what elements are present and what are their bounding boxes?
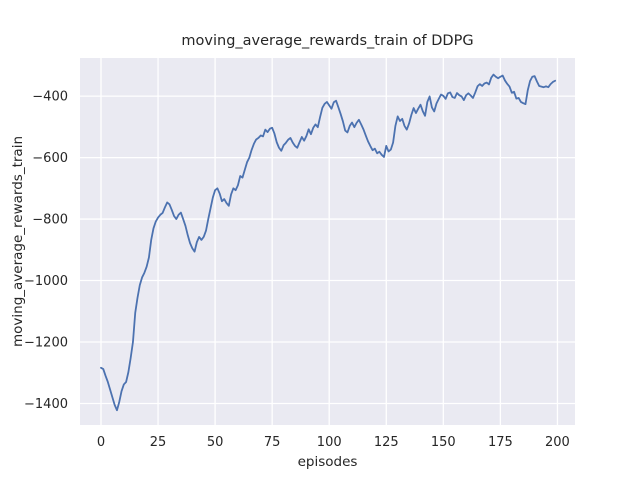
gridlines	[80, 58, 575, 425]
y-tick-label: −1400	[24, 397, 68, 412]
y-tick-label: −600	[32, 151, 68, 166]
x-tick-label: 175	[488, 435, 513, 450]
y-tick-label: −800	[32, 213, 68, 228]
x-tick-label: 25	[150, 435, 167, 450]
x-tick-label: 0	[97, 435, 105, 450]
x-tick-label: 200	[545, 435, 570, 450]
x-tick-label: 125	[374, 435, 399, 450]
x-tick-label: 150	[431, 435, 456, 450]
x-tick-label: 75	[264, 435, 281, 450]
series-line	[100, 73, 557, 412]
y-tick-label: −400	[32, 90, 68, 105]
y-axis-label: moving_average_rewards_train	[10, 136, 26, 347]
plot-area	[80, 58, 575, 425]
y-tick-label: −1000	[24, 274, 68, 289]
x-tick-label: 50	[207, 435, 224, 450]
x-tick-labels: 0 25 50 75 100 125 150 175 200	[97, 435, 570, 450]
x-axis-label: episodes	[298, 454, 358, 470]
x-tick-label: 100	[317, 435, 342, 450]
chart-title: moving_average_rewards_train of DDPG	[181, 33, 473, 49]
y-tick-labels: −400 −600 −800 −1000 −1200 −1400	[24, 90, 68, 412]
y-tick-label: −1200	[24, 336, 68, 351]
